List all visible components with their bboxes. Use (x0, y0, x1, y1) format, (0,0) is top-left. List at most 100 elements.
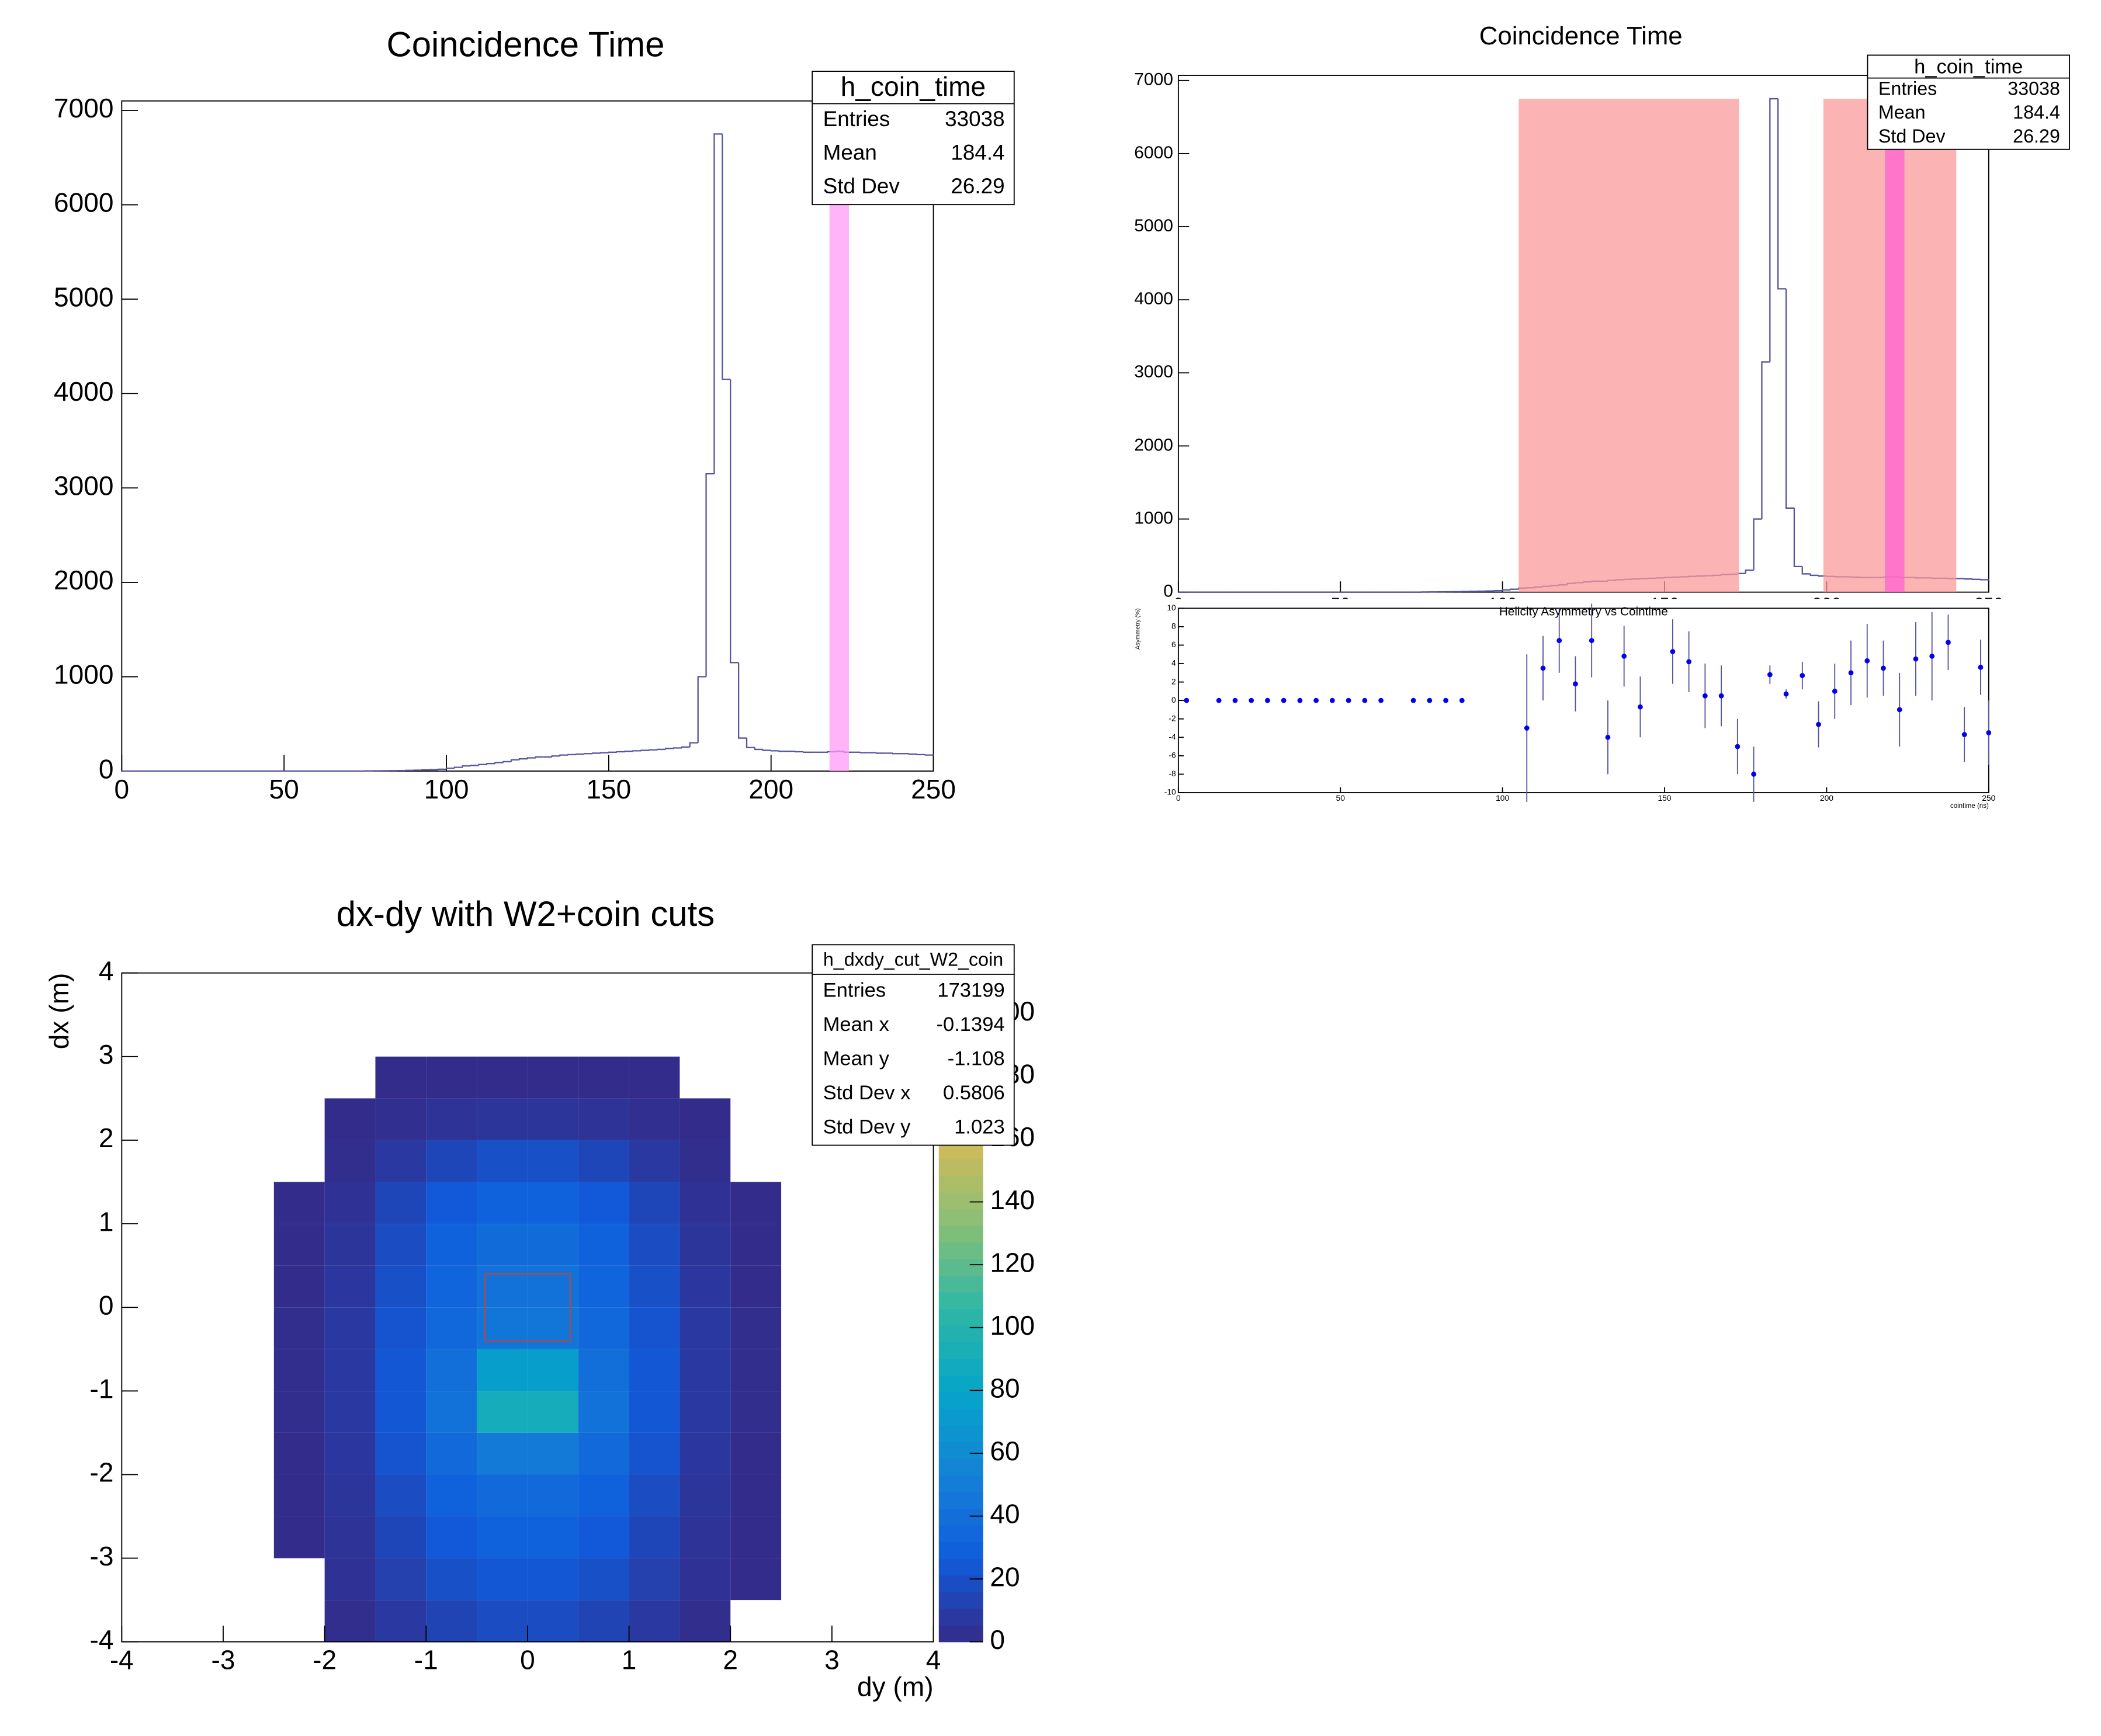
data-point (1929, 654, 1935, 659)
data-point (1946, 640, 1951, 645)
stats-label: Mean (823, 141, 877, 165)
heat-cell (781, 1182, 832, 1224)
color-scale-step (938, 1342, 983, 1359)
cut-box (484, 1273, 571, 1342)
color-scale-step (938, 1225, 983, 1243)
cut-band (1885, 99, 1905, 592)
chart-title: Helicity Asymmetry vs Cointime (1499, 605, 1668, 619)
histogram-bin (1801, 566, 1811, 575)
histogram-bin (608, 751, 617, 753)
heat-cell (324, 1307, 376, 1349)
heat-cell (273, 1391, 325, 1433)
heat-cell (679, 1182, 731, 1224)
heat-cell (883, 1182, 934, 1224)
heat-cell (730, 973, 781, 1015)
x-tick-label: 150 (586, 774, 631, 804)
heat-cell (781, 1433, 832, 1475)
heat-cell (883, 1349, 934, 1391)
data-point (1864, 658, 1870, 664)
histogram-bin (859, 752, 869, 754)
heat-cell (375, 1558, 427, 1600)
histogram-bin (575, 753, 585, 755)
heat-cell (578, 1558, 629, 1600)
histogram-bin (713, 133, 723, 474)
data-point (1897, 707, 1902, 713)
color-scale-step (938, 1508, 983, 1526)
histogram-bin (559, 754, 568, 756)
heat-cell (883, 1516, 934, 1558)
heat-cell (883, 1224, 934, 1266)
heat-cell (426, 973, 477, 1015)
x-tick-label: -1 (414, 1644, 438, 1675)
y-tick-label: -8 (1169, 769, 1176, 778)
stats-label: Std Dev y (823, 1116, 911, 1138)
heat-cell (273, 1224, 325, 1266)
data-point (1427, 697, 1433, 703)
heat-cell (426, 1600, 477, 1642)
color-scale-step (938, 1308, 983, 1326)
color-scale-step (938, 1459, 983, 1476)
cut-band (829, 134, 850, 772)
heat-cell (629, 1307, 680, 1349)
y-tick-label: 2000 (54, 565, 113, 595)
color-scale-step (938, 1408, 983, 1426)
heat-cell (730, 1474, 782, 1517)
heat-cell (679, 1558, 731, 1600)
heat-cell (832, 1307, 883, 1349)
stats-value: 1.023 (954, 1116, 1004, 1138)
data-point (1573, 681, 1578, 687)
x-tick-label: 250 (1982, 793, 1995, 803)
heat-cell (375, 973, 426, 1015)
chart-title: Coincidence Time (1479, 22, 1683, 50)
y-tick-label: 0 (1163, 582, 1173, 601)
y-tick-label: 0 (99, 754, 114, 784)
color-scale-step (938, 1325, 983, 1343)
y-tick-label: 6 (1171, 640, 1176, 649)
heat-cell (172, 1474, 223, 1516)
stats-value: 184.4 (2013, 102, 2060, 123)
heat-cell (578, 1600, 629, 1642)
stats-label: Std Dev (823, 174, 900, 198)
heat-cell (122, 1057, 172, 1099)
histogram-bin (453, 766, 463, 769)
color-scale-step (938, 1192, 983, 1210)
color-scale-step (938, 1492, 983, 1509)
heat-cell (679, 1391, 731, 1433)
heat-cell (679, 973, 730, 1015)
color-scale-step (938, 1425, 983, 1443)
histogram-bin (876, 752, 885, 754)
heat-cell (629, 1015, 680, 1057)
y-tick-label: 5000 (1134, 216, 1173, 235)
heat-cell (730, 1098, 781, 1140)
heat-cell (172, 1558, 223, 1600)
x-tick-label: 50 (269, 774, 299, 804)
heat-cell (781, 1558, 832, 1600)
histogram-bin (664, 748, 674, 749)
histogram-bin (599, 752, 609, 754)
color-scale-step (938, 1292, 983, 1310)
heat-cell (781, 1600, 832, 1642)
histogram-bin (730, 379, 739, 664)
histogram-bin (1745, 570, 1754, 574)
heat-cell (375, 1056, 427, 1099)
heat-cell (730, 1015, 781, 1057)
histogram-bin (697, 676, 706, 743)
histogram-bin (1979, 579, 1989, 581)
heat-cell (274, 973, 325, 1015)
heat-cell (781, 1516, 832, 1558)
heat-cell (832, 1474, 883, 1516)
y-tick-label: 1 (99, 1206, 114, 1237)
heat-cell (527, 1349, 578, 1391)
stats-label: Std Dev x (823, 1082, 911, 1104)
heat-cell (223, 1015, 274, 1057)
data-point (1751, 772, 1756, 777)
heat-cell (122, 1474, 172, 1516)
data-point (1702, 693, 1708, 699)
color-scale-step (938, 1275, 983, 1293)
chart-title: Coincidence Time (386, 25, 664, 64)
histogram-bin (705, 473, 715, 677)
y-tick-label: 0 (1171, 695, 1176, 704)
color-scale-step (938, 1592, 983, 1609)
histogram-bin (535, 756, 544, 758)
heat-cell (527, 1224, 578, 1266)
